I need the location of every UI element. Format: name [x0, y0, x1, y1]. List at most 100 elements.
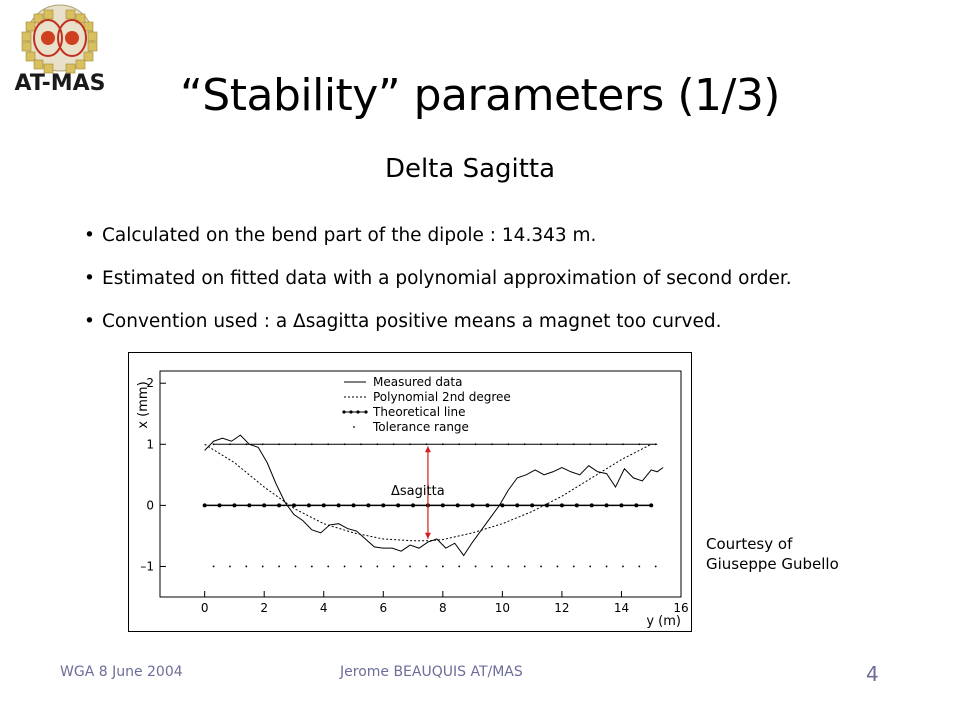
bullet-item: • Estimated on fitted data with a polynom…: [84, 265, 792, 308]
tolerance-point: [654, 443, 657, 446]
theoretical-point: [604, 503, 609, 508]
courtesy-line-1: Courtesy of: [706, 535, 793, 553]
bullet-item: • Calculated on the bend part of the dipo…: [84, 222, 792, 265]
tolerance-point: [245, 443, 248, 446]
legend-swatch-point: [342, 410, 346, 414]
tolerance-point: [572, 443, 575, 446]
tolerance-point: [278, 565, 280, 568]
x-axis-label: y (m): [646, 614, 681, 629]
legend-label: Theoretical line: [372, 405, 466, 419]
tolerance-point: [425, 565, 428, 568]
tolerance-point: [310, 565, 313, 568]
tolerance-point: [409, 565, 411, 568]
legend-label: Measured data: [373, 375, 462, 389]
theoretical-point: [559, 503, 564, 508]
tolerance-point: [507, 443, 510, 446]
tolerance-point: [376, 443, 379, 446]
tolerance-point: [261, 443, 264, 446]
tolerance-point: [523, 565, 526, 568]
tolerance-point: [278, 443, 280, 446]
tolerance-point: [556, 443, 559, 446]
tolerance-point: [441, 443, 444, 446]
theoretical-point: [545, 503, 550, 508]
tolerance-point: [474, 443, 477, 446]
y-tick-label: 1: [146, 437, 154, 451]
tolerance-point: [654, 565, 657, 568]
tolerance-point: [540, 443, 542, 446]
theoretical-point: [619, 503, 624, 508]
tolerance-point: [556, 565, 559, 568]
x-tick-label: 12: [554, 601, 569, 615]
bullet-text: Calculated on the bend part of the dipol…: [102, 225, 597, 246]
tolerance-point: [540, 565, 542, 568]
bullet-text: Convention used : a Δsagitta positive me…: [102, 311, 722, 332]
tolerance-point: [622, 443, 624, 446]
tolerance-point: [343, 565, 346, 568]
x-tick-label: 4: [320, 601, 328, 615]
tolerance-point: [327, 443, 330, 446]
tolerance-point: [327, 565, 330, 568]
slide-title: “Stability” parameters (1/3): [180, 70, 780, 121]
theoretical-point: [634, 503, 639, 508]
theoretical-point: [306, 503, 311, 508]
tolerance-point: [458, 565, 461, 568]
courtesy-line-2: Giuseppe Gubello: [706, 555, 839, 573]
tolerance-point: [523, 443, 526, 446]
tolerance-point: [360, 565, 362, 568]
page-number: 4: [866, 662, 879, 686]
tolerance-point: [425, 443, 428, 446]
x-axis-ticks: 0 2 4 6 8 10 12 14 16: [201, 591, 689, 615]
tolerance-point: [491, 565, 493, 568]
bullet-item: • Convention used : a Δsagitta positive m…: [84, 308, 792, 351]
y-tick-label: 0: [146, 498, 154, 512]
theoretical-point: [321, 503, 326, 508]
tolerance-point: [343, 443, 346, 446]
measured-data-line: [204, 434, 664, 557]
tolerance-point: [229, 565, 231, 568]
x-tick-label: 0: [201, 601, 209, 615]
tolerance-point: [638, 443, 641, 446]
y-axis-ticks: 2 1 0 –1: [140, 376, 166, 573]
tolerance-point: [507, 565, 510, 568]
bullet-dot-icon: •: [84, 311, 95, 332]
tolerance-point: [622, 565, 624, 568]
theoretical-point: [500, 503, 505, 508]
theoretical-point: [574, 503, 579, 508]
theoretical-point: [411, 503, 416, 508]
tolerance-point: [589, 443, 592, 446]
theoretical-point: [217, 503, 222, 508]
y-axis-label: x (mm): [136, 381, 151, 428]
tolerance-point: [229, 443, 231, 446]
theoretical-point: [485, 503, 490, 508]
x-tick-label: 10: [495, 601, 510, 615]
tolerance-point: [392, 565, 395, 568]
x-tick-label: 2: [260, 601, 268, 615]
tolerance-point: [474, 565, 477, 568]
legend-label: Tolerance range: [372, 420, 469, 434]
tolerance-point: [458, 443, 461, 446]
theoretical-point: [649, 503, 654, 508]
delta-sagitta-label: Δsagitta: [391, 484, 445, 499]
at-mas-logo: AT-MAS: [4, 2, 116, 100]
arrow-head-up-icon: [424, 446, 431, 453]
logo-text: AT-MAS: [15, 71, 106, 96]
tolerance-point: [409, 443, 411, 446]
tolerance-point: [212, 565, 215, 568]
slide-subtitle: Delta Sagitta: [384, 154, 556, 184]
bullet-dot-icon: •: [84, 268, 95, 289]
tolerance-point: [589, 565, 592, 568]
theoretical-point: [336, 503, 341, 508]
legend-swatch-point: [364, 410, 368, 414]
tolerance-point: [376, 565, 379, 568]
theoretical-point: [366, 503, 371, 508]
tolerance-point: [294, 443, 297, 446]
tolerance-point: [310, 443, 313, 446]
theoretical-point: [291, 503, 296, 508]
tolerance-point: [491, 443, 493, 446]
series-group: [202, 434, 664, 568]
x-tick-label: 6: [379, 601, 387, 615]
tolerance-point: [212, 443, 215, 446]
theoretical-point: [589, 503, 594, 508]
courtesy-note: Courtesy of Giuseppe Gubello: [706, 534, 839, 574]
